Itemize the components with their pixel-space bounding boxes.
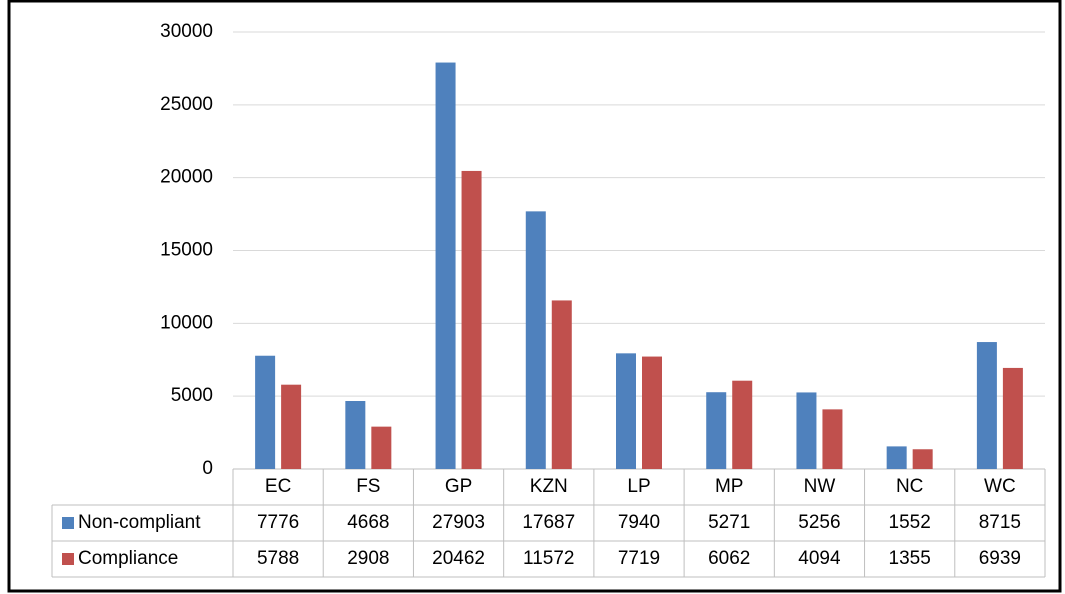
- bar: [371, 426, 392, 469]
- bar: [976, 342, 997, 469]
- table-value: 2908: [347, 548, 389, 569]
- table-value: 4668: [347, 512, 389, 533]
- y-tick-label: 20000: [160, 167, 213, 188]
- bar: [642, 356, 662, 469]
- legend-swatch: [62, 553, 74, 565]
- table-value: 8715: [979, 512, 1021, 533]
- y-tick-label: 10000: [160, 312, 213, 333]
- table-value: 1355: [889, 548, 931, 569]
- table-value: 6062: [708, 548, 750, 569]
- x-tick-label: MP: [715, 476, 744, 497]
- x-tick-label: EC: [265, 476, 291, 497]
- table-value: 20462: [432, 548, 485, 569]
- table-value: 5788: [257, 548, 299, 569]
- table-value: 11572: [523, 548, 574, 569]
- bar: [525, 211, 546, 469]
- legend-label: Non-compliant: [78, 512, 201, 533]
- bar: [461, 170, 482, 469]
- y-tick-label: 5000: [171, 385, 213, 406]
- bar: [281, 384, 302, 469]
- bar: [732, 380, 753, 469]
- table-value: 7719: [618, 548, 660, 569]
- table-value: 4094: [798, 548, 841, 569]
- bar: [796, 392, 817, 469]
- x-tick-label: GP: [445, 476, 472, 497]
- x-tick-label: NW: [804, 476, 836, 497]
- table-value: 1552: [889, 512, 931, 533]
- bar: [435, 62, 456, 470]
- bar: [706, 392, 727, 469]
- bar: [551, 300, 572, 469]
- y-tick-label: 0: [202, 458, 213, 479]
- bar: [345, 401, 366, 469]
- bar: [886, 446, 907, 469]
- x-tick-label: WC: [984, 476, 1016, 497]
- bar: [912, 449, 933, 469]
- table-value: 7940: [618, 512, 660, 533]
- y-tick-label: 25000: [160, 94, 213, 115]
- table-value: 5271: [708, 512, 750, 533]
- legend-label: Compliance: [78, 548, 178, 569]
- table-value: 7776: [257, 512, 299, 533]
- y-tick-label: 15000: [160, 240, 213, 261]
- x-tick-label: NC: [896, 476, 923, 497]
- table-value: 5256: [798, 512, 840, 533]
- bar: [255, 355, 276, 469]
- frame: [7, 0, 1062, 593]
- legend-swatch: [62, 517, 74, 529]
- bar: [822, 409, 843, 469]
- x-tick-label: LP: [627, 476, 650, 497]
- table-value: 6939: [979, 548, 1021, 569]
- bar: [1002, 367, 1023, 469]
- y-tick-label: 30000: [160, 21, 213, 42]
- x-tick-label: KZN: [530, 476, 568, 497]
- x-tick-label: FS: [356, 476, 380, 497]
- bar: [616, 353, 636, 469]
- table-value: 27903: [432, 512, 485, 533]
- table-value: 17687: [522, 512, 575, 533]
